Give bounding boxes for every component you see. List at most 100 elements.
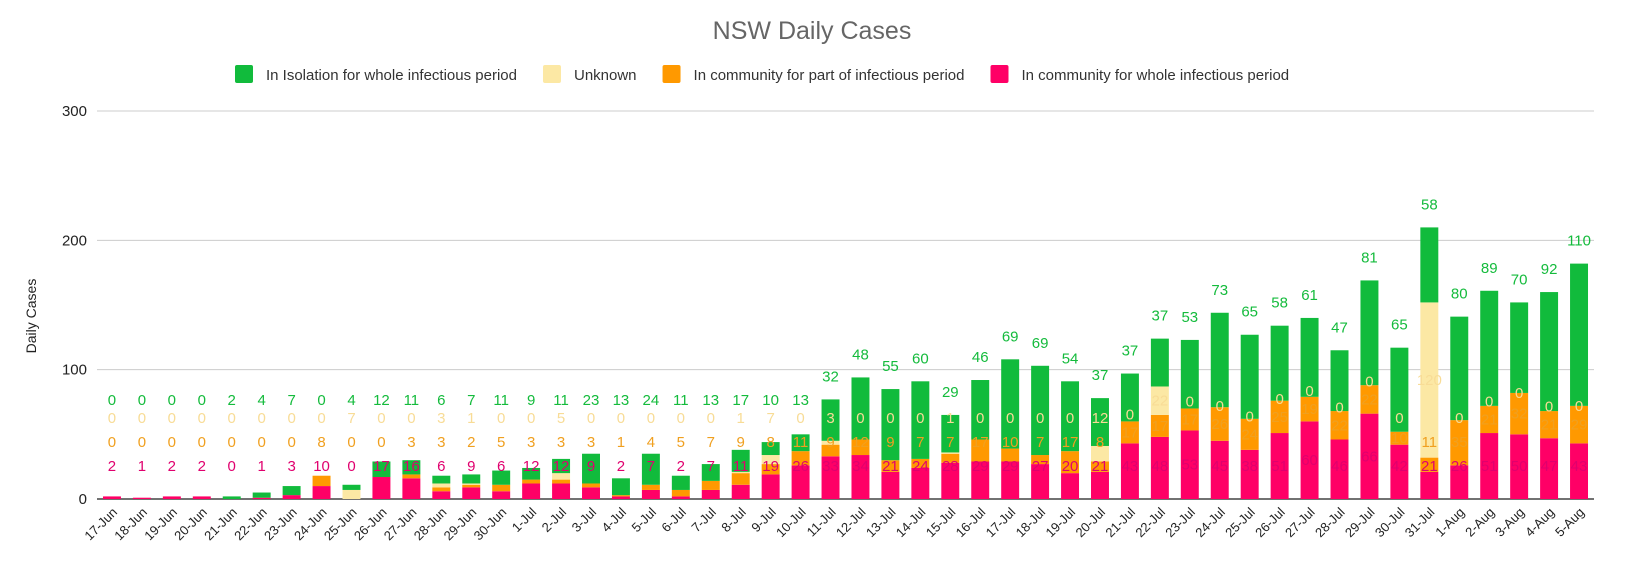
data-label: 2: [228, 392, 236, 409]
bar-segment: [701, 480, 720, 490]
x-tick-label: 4-Jul: [599, 504, 630, 535]
data-label: 0: [1006, 410, 1014, 427]
data-label: 0: [317, 392, 325, 409]
bar-stack: [1420, 227, 1439, 499]
x-tick-label: 30-Jun: [471, 505, 510, 544]
legend-label: In community for part of infectious peri…: [694, 67, 965, 84]
bar-segment: [941, 414, 960, 453]
bar-segment: [761, 464, 780, 475]
data-label: 0: [527, 410, 535, 427]
bar-stack: [582, 453, 600, 499]
bar-segment: [1390, 431, 1409, 445]
data-label: 7: [707, 434, 715, 451]
data-label: 0: [856, 410, 864, 427]
bar-stack: [312, 475, 331, 499]
bar-segment: [1180, 430, 1199, 499]
data-label: 66: [1361, 448, 1378, 465]
x-tick-label: 5-Jul: [628, 504, 659, 535]
data-label: 3: [527, 434, 535, 451]
x-tick-label: 21-Jun: [201, 505, 240, 544]
data-label: 0: [168, 434, 176, 451]
bar-stack: [701, 464, 720, 499]
data-label: 48: [1152, 458, 1169, 475]
x-tick-label: 3-Jul: [569, 504, 600, 535]
x-tick-label: 21-Jul: [1102, 504, 1138, 540]
data-label: 51: [1271, 458, 1288, 475]
bar-segment: [462, 483, 481, 485]
bar-segment: [372, 461, 391, 478]
data-label: 0: [707, 410, 715, 427]
data-label: 0: [1515, 385, 1523, 402]
data-label: 4: [647, 434, 655, 451]
bar-segment: [432, 491, 451, 499]
bar-segment: [1450, 420, 1469, 466]
x-tick-label: 24-Jun: [291, 505, 330, 544]
bar-stack: [851, 377, 870, 499]
data-label: 3: [557, 434, 565, 451]
data-label: 12: [523, 458, 540, 475]
bar-segment: [132, 497, 151, 499]
bar-segment: [671, 496, 690, 499]
bar-stack: [641, 453, 660, 499]
bar-stack: [911, 381, 930, 499]
bar-stack: [342, 484, 361, 499]
data-label: 0: [347, 434, 355, 451]
bar-segment: [1210, 440, 1229, 499]
data-label: 33: [822, 458, 839, 475]
data-label: 92: [1541, 261, 1558, 278]
bar-segment: [1300, 317, 1319, 397]
data-label: 1: [617, 434, 625, 451]
data-label: 2: [108, 458, 116, 475]
bar-segment: [881, 460, 900, 472]
data-label: 29: [942, 384, 959, 401]
data-label: 60: [1301, 452, 1318, 469]
data-label: 61: [1301, 287, 1318, 304]
data-label: 1: [946, 410, 954, 427]
bar-segment: [342, 484, 361, 490]
data-label: 12: [1092, 410, 1109, 427]
bar-segment: [1240, 418, 1259, 450]
data-label: 21: [882, 458, 899, 475]
data-label: 9: [826, 434, 834, 451]
data-label: 24: [1241, 426, 1258, 443]
data-label: 70: [1511, 271, 1528, 288]
data-label: 2: [198, 458, 206, 475]
data-label: 26: [792, 458, 809, 475]
bar-segment: [791, 434, 810, 452]
data-label: 9: [467, 458, 475, 475]
bar-segment: [552, 458, 571, 474]
bar-stack: [432, 475, 451, 499]
data-label: 1: [138, 458, 146, 475]
bar-segment: [1510, 434, 1529, 499]
data-label: 27: [1032, 458, 1049, 475]
bar-segment: [641, 489, 660, 499]
data-label: 1: [737, 410, 745, 427]
data-label: 12: [373, 392, 390, 409]
bar-segment: [402, 474, 421, 479]
data-label: 4: [347, 392, 355, 409]
bar-segment: [1180, 339, 1199, 409]
data-label: 0: [407, 410, 415, 427]
bar-segment: [821, 456, 840, 499]
data-label: 45: [1211, 458, 1228, 475]
data-label: 69: [1032, 335, 1049, 352]
data-label: 16: [403, 458, 420, 475]
bars: [102, 227, 1589, 499]
x-tick-label: 6-Jul: [658, 504, 689, 535]
bar-segment: [1091, 461, 1109, 472]
bar-segment: [1270, 325, 1289, 401]
data-label: 110: [1567, 233, 1591, 250]
x-tick-label: 29-Jun: [441, 505, 480, 544]
data-label: 11: [493, 392, 509, 409]
y-tick-label: 100: [62, 362, 87, 379]
data-label: 0: [287, 410, 295, 427]
data-label: 65: [1241, 304, 1258, 321]
data-label: 12: [553, 458, 570, 475]
data-label: 11: [404, 392, 420, 409]
bar-segment: [1450, 316, 1469, 421]
data-label: 0: [287, 434, 295, 451]
bar-stack: [671, 475, 690, 499]
data-label: 19: [762, 458, 779, 475]
x-tick-label: 27-Jul: [1282, 504, 1318, 540]
data-label: 65: [1391, 317, 1408, 334]
